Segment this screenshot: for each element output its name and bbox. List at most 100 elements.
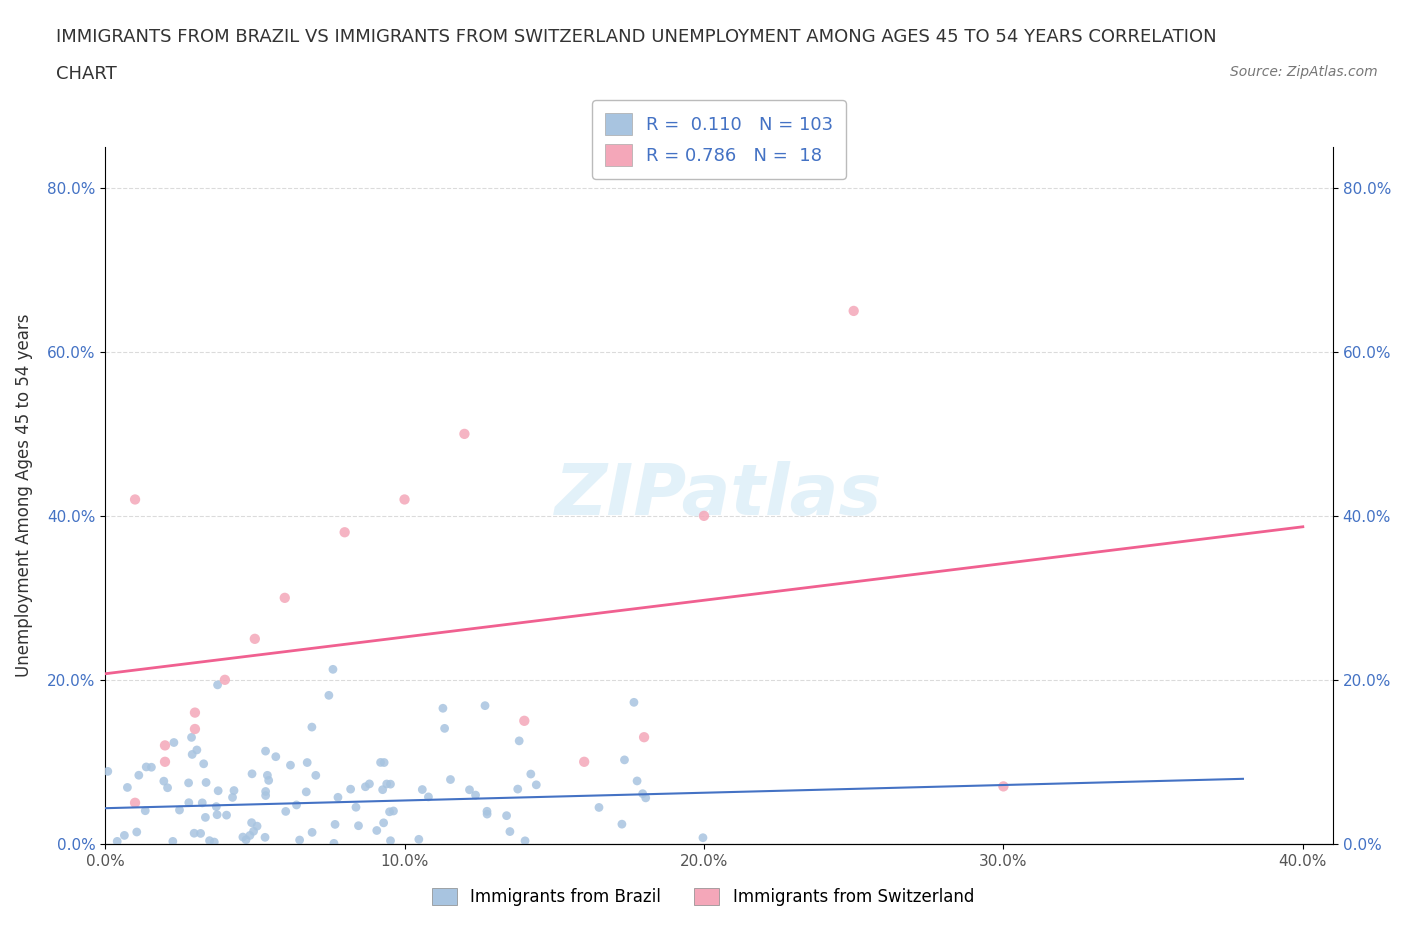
Text: IMMIGRANTS FROM BRAZIL VS IMMIGRANTS FROM SWITZERLAND UNEMPLOYMENT AMONG AGES 45: IMMIGRANTS FROM BRAZIL VS IMMIGRANTS FRO…: [56, 28, 1216, 46]
Point: [243, 631, 266, 646]
Point: [418, 790, 440, 804]
Point: [693, 509, 716, 524]
Point: [623, 695, 645, 710]
Point: [97, 764, 120, 778]
Point: [366, 823, 388, 838]
Point: [475, 806, 498, 821]
Point: [439, 772, 461, 787]
Point: [254, 830, 277, 844]
Point: [288, 832, 311, 847]
Point: [347, 818, 370, 833]
Point: [301, 825, 323, 840]
Point: [394, 492, 416, 507]
Point: [323, 817, 346, 831]
Legend: R =  0.110   N = 103, R = 0.786   N =  18: R = 0.110 N = 103, R = 0.786 N = 18: [592, 100, 846, 179]
Point: [162, 834, 184, 849]
Point: [221, 790, 243, 804]
Point: [254, 744, 277, 759]
Point: [153, 754, 176, 769]
Point: [177, 776, 200, 790]
Text: CHART: CHART: [56, 65, 117, 83]
Point: [382, 804, 405, 818]
Point: [373, 816, 395, 830]
Point: [280, 758, 302, 773]
Point: [254, 788, 277, 803]
Point: [256, 768, 278, 783]
Point: [513, 833, 536, 848]
Point: [371, 782, 394, 797]
Point: [235, 832, 257, 847]
Point: [378, 804, 401, 819]
Point: [240, 766, 263, 781]
Point: [124, 795, 146, 810]
Point: [323, 836, 346, 851]
Point: [499, 824, 522, 839]
Point: [354, 779, 377, 794]
Point: [344, 800, 367, 815]
Point: [588, 800, 610, 815]
Point: [373, 755, 395, 770]
Point: [184, 722, 207, 737]
Point: [181, 747, 204, 762]
Point: [128, 768, 150, 783]
Point: [574, 754, 596, 769]
Point: [183, 826, 205, 841]
Point: [117, 780, 139, 795]
Point: [153, 738, 176, 753]
Point: [464, 788, 486, 803]
Point: [153, 774, 176, 789]
Point: [169, 803, 191, 817]
Point: [432, 701, 454, 716]
Point: [993, 779, 1015, 794]
Point: [156, 780, 179, 795]
Point: [232, 830, 254, 844]
Point: [177, 795, 200, 810]
Point: [246, 818, 269, 833]
Point: [322, 662, 344, 677]
Point: [240, 816, 263, 830]
Text: Source: ZipAtlas.com: Source: ZipAtlas.com: [1230, 65, 1378, 79]
Point: [202, 834, 225, 849]
Point: [339, 782, 361, 797]
Point: [205, 807, 228, 822]
Point: [295, 784, 318, 799]
Point: [190, 826, 212, 841]
Point: [207, 783, 229, 798]
Point: [257, 773, 280, 788]
Point: [198, 833, 221, 848]
Point: [318, 688, 340, 703]
Point: [380, 777, 402, 791]
Point: [633, 730, 655, 745]
Point: [222, 783, 245, 798]
Y-axis label: Unemployment Among Ages 45 to 54 years: Unemployment Among Ages 45 to 54 years: [15, 313, 32, 677]
Point: [305, 768, 328, 783]
Point: [610, 817, 633, 831]
Point: [207, 677, 229, 692]
Point: [254, 784, 277, 799]
Point: [163, 735, 186, 750]
Point: [180, 730, 202, 745]
Point: [295, 755, 318, 770]
Point: [264, 750, 287, 764]
Point: [326, 790, 349, 804]
Point: [359, 777, 381, 791]
Point: [214, 672, 236, 687]
Point: [194, 810, 217, 825]
Point: [380, 833, 402, 848]
Point: [239, 828, 262, 843]
Point: [105, 834, 128, 849]
Point: [613, 752, 636, 767]
Point: [524, 777, 547, 792]
Point: [692, 830, 714, 845]
Point: [453, 427, 475, 442]
Point: [135, 760, 157, 775]
Point: [506, 781, 529, 796]
Point: [370, 755, 392, 770]
Point: [842, 303, 865, 318]
Point: [495, 808, 517, 823]
Legend: Immigrants from Brazil, Immigrants from Switzerland: Immigrants from Brazil, Immigrants from …: [425, 881, 981, 912]
Point: [508, 734, 530, 749]
Point: [333, 525, 356, 539]
Point: [242, 824, 264, 839]
Point: [184, 705, 207, 720]
